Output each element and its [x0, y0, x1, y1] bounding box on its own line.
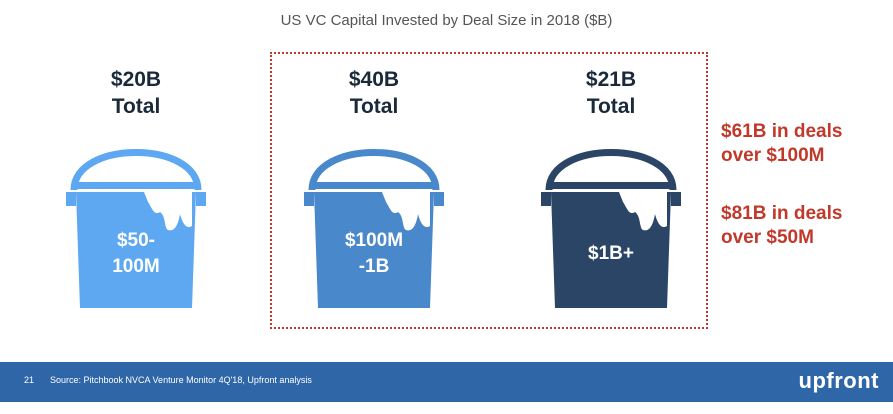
bucket-range-line1-2: $100M: [344, 230, 404, 251]
callout-line1: $81B in deals: [721, 203, 843, 224]
callout-line2: over $50M: [721, 227, 814, 248]
bucket-range-2: $100M -1B: [294, 228, 454, 280]
callout-line2: over $100M: [721, 145, 825, 166]
callout-line1: $61B in deals: [721, 121, 843, 142]
highlight-box: [270, 52, 708, 329]
callout-over-100m: $61B in deals over $100M: [721, 120, 891, 168]
paint-bucket-icon: [541, 149, 681, 308]
page-number: 21: [24, 375, 35, 385]
bucket-total-word-2: Total: [349, 95, 399, 118]
source-note: Source: Pitchbook NVCA Venture Monitor 4…: [50, 375, 312, 385]
bucket-range-line2-2: -1B: [358, 256, 390, 277]
bucket-total-word-3: Total: [586, 95, 636, 118]
bucket-range-line1-3: $1B+: [588, 243, 634, 264]
paint-bucket-icon: [66, 149, 206, 308]
bucket-total-3: $21B Total: [521, 66, 701, 120]
callout-over-50m: $81B in deals over $50M: [721, 202, 891, 250]
paint-bucket-icon: [304, 149, 444, 308]
bucket-total-value-1: $20B: [110, 68, 162, 91]
bucket-total-word-1: Total: [111, 95, 161, 118]
brand-logo: upfront: [798, 368, 879, 393]
chart-title: US VC Capital Invested by Deal Size in 2…: [280, 12, 613, 29]
bucket-range-1: $50- 100M: [56, 228, 216, 280]
bucket-range-line1-1: $50-: [116, 230, 156, 251]
bucket-total-1: $20B Total: [46, 66, 226, 120]
bucket-total-value-3: $21B: [585, 68, 637, 91]
footer-bar: 21 Source: Pitchbook NVCA Venture Monito…: [0, 362, 893, 402]
bucket-range-line2-1: 100M: [112, 256, 160, 277]
bucket-range-3: $1B+: [531, 241, 691, 267]
bucket-total-value-2: $40B: [348, 68, 400, 91]
bucket-total-2: $40B Total: [284, 66, 464, 120]
